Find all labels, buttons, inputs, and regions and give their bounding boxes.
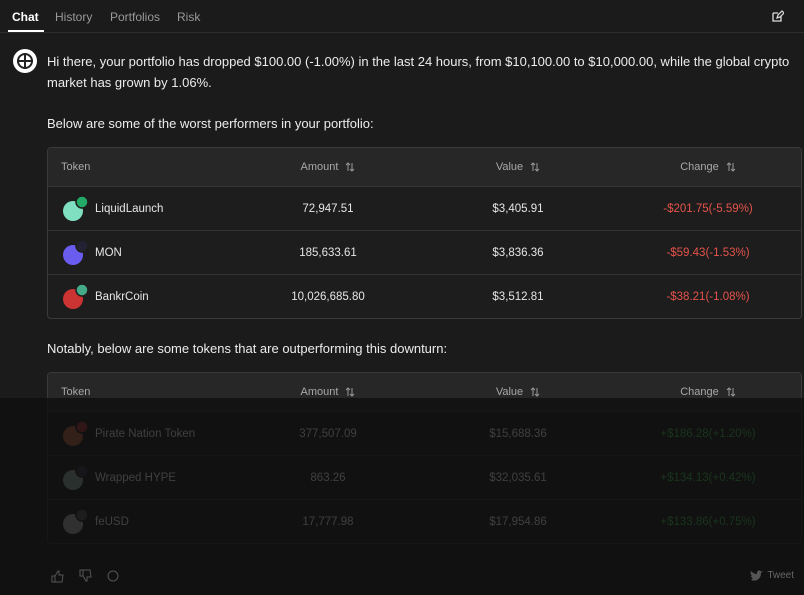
token-icon xyxy=(63,238,89,265)
tab-bar: Chat History Portfolios Risk xyxy=(0,0,804,33)
cell-text: -$38.21(-1.08%) xyxy=(666,290,750,303)
table-cell: LiquidLaunch xyxy=(61,187,261,230)
header-cell: Token xyxy=(61,373,261,411)
table-cell: $3,405.91 xyxy=(368,187,668,230)
tab[interactable]: Portfolios xyxy=(110,10,161,24)
header-label: Value xyxy=(495,386,524,398)
table-row: LiquidLaunch 72,947.51 $3,405.91 -$201.75(-… xyxy=(48,187,801,231)
intro-text: Below are some of the worst performers i… xyxy=(47,116,374,131)
header-cell[interactable]: Value xyxy=(368,373,668,411)
edit-icon[interactable] xyxy=(771,10,784,23)
cell-text: 72,947.51 xyxy=(302,202,354,215)
header-row: Token Amount Value Change xyxy=(48,148,801,187)
cell-text: $3,836.36 xyxy=(492,246,544,259)
table-cell: -$59.43(-1.53%) xyxy=(558,231,801,274)
header-label: Change xyxy=(680,386,719,398)
header-label: Amount xyxy=(300,161,339,173)
table-cell: 10,026,685.80 xyxy=(178,275,478,318)
header-label: Value xyxy=(495,161,524,173)
assistant-message: Hi there, your portfolio has dropped $10… xyxy=(47,54,790,90)
tab[interactable]: Chat xyxy=(12,10,39,24)
worst-table: Token Amount Value Change LiquidLaunch 72,947… xyxy=(47,147,802,319)
tweet-button[interactable]: Tweet xyxy=(767,570,794,581)
feedback-icons[interactable] xyxy=(50,569,125,583)
table-cell: 185,633.61 xyxy=(178,231,478,274)
table-cell: $3,836.36 xyxy=(368,231,668,274)
twitter-icon[interactable] xyxy=(750,570,764,582)
table-cell: 72,947.51 xyxy=(178,187,478,230)
header-cell[interactable]: Value xyxy=(368,148,668,186)
token-icon xyxy=(63,282,89,309)
header-label: Change xyxy=(680,161,719,173)
cell-text: $3,512.81 xyxy=(492,290,544,303)
cell-text: MON xyxy=(95,246,122,259)
table-cell: BankrCoin xyxy=(61,275,261,318)
token-icon xyxy=(63,194,89,221)
table-row: MON 185,633.61 $3,836.36 -$59.43(-1.53%) xyxy=(48,231,801,275)
cell-text: LiquidLaunch xyxy=(95,202,164,215)
table-cell: MON xyxy=(61,231,261,274)
header-cell[interactable]: Change xyxy=(558,148,801,186)
fade-overlay xyxy=(0,398,804,595)
table-cell: -$201.75(-5.59%) xyxy=(558,187,801,230)
header-cell[interactable]: Change xyxy=(558,373,801,411)
header-cell: Token xyxy=(61,148,261,186)
table-cell: $3,512.81 xyxy=(368,275,668,318)
assistant-avatar xyxy=(13,49,37,73)
table-cell: -$38.21(-1.08%) xyxy=(558,275,801,318)
header-label: Amount xyxy=(300,386,339,398)
header-label: Token xyxy=(61,386,91,398)
tab-underline xyxy=(8,30,44,32)
cell-text: $3,405.91 xyxy=(492,202,544,215)
header-cell[interactable]: Amount xyxy=(178,373,478,411)
header-label: Token xyxy=(61,161,91,173)
tab[interactable]: History xyxy=(55,10,93,24)
header-cell[interactable]: Amount xyxy=(178,148,478,186)
cell-text: 185,633.61 xyxy=(299,246,357,259)
intro-text: Notably, below are some tokens that are … xyxy=(47,341,448,356)
table-row: BankrCoin 10,026,685.80 $3,512.81 -$38.21(-… xyxy=(48,275,801,318)
cell-text: -$201.75(-5.59%) xyxy=(663,202,753,215)
cell-text: -$59.43(-1.53%) xyxy=(666,246,750,259)
cell-text: BankrCoin xyxy=(95,290,149,303)
tab[interactable]: Risk xyxy=(177,10,201,24)
cell-text: 10,026,685.80 xyxy=(291,290,365,303)
